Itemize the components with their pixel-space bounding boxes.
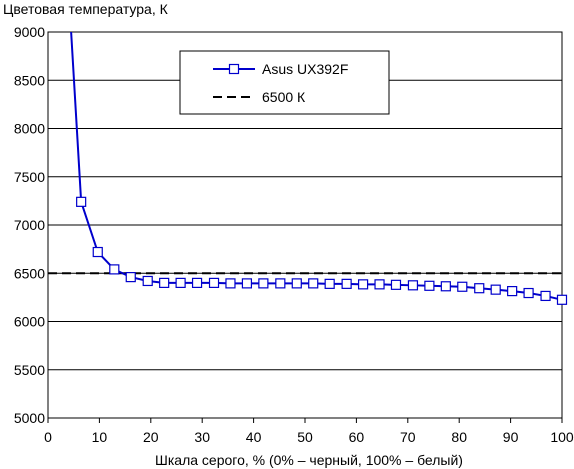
- data-point: [76, 196, 87, 207]
- data-point: [490, 284, 501, 295]
- data-point: [407, 280, 419, 291]
- data-point: [175, 277, 186, 288]
- x-tick-label: 90: [503, 429, 519, 445]
- legend-label-asus: Asus UX392F: [262, 61, 348, 77]
- data-point: [275, 278, 286, 289]
- y-tick-label: 6500: [14, 265, 45, 281]
- x-tick-label: 70: [400, 429, 416, 445]
- data-point: [125, 272, 136, 283]
- data-point: [208, 277, 220, 288]
- data-point: [109, 264, 120, 275]
- legend-label-6500k: 6500 К: [262, 89, 306, 105]
- data-point: [159, 277, 170, 288]
- data-point: [191, 277, 203, 288]
- data-point: [357, 279, 369, 290]
- y-tick-label: 7000: [14, 217, 45, 233]
- legend-marker-asus: [228, 63, 240, 75]
- x-tick-label: 30: [194, 429, 210, 445]
- x-tick-label: 50: [297, 429, 313, 445]
- y-tick-label: 7500: [14, 169, 45, 185]
- x-tick-label: 40: [246, 429, 262, 445]
- x-axis-label: Шкала серого, % (0% – черный, 100% – бел…: [155, 452, 463, 468]
- data-point: [341, 278, 352, 289]
- data-point: [241, 278, 253, 289]
- data-point: [308, 278, 319, 289]
- chart-title: Цветовая температура, К: [3, 1, 169, 17]
- legend-box: [179, 50, 390, 115]
- data-point: [258, 278, 269, 289]
- data-point: [291, 278, 302, 289]
- data-point: [390, 279, 402, 290]
- x-tick-label: 10: [92, 429, 108, 445]
- y-tick-label: 5000: [14, 410, 45, 426]
- data-point: [374, 279, 385, 290]
- data-point: [556, 294, 568, 305]
- data-point: [523, 287, 534, 299]
- data-point: [507, 286, 518, 297]
- data-point: [440, 281, 451, 292]
- data-point: [474, 283, 485, 294]
- x-tick-label: 80: [451, 429, 467, 445]
- y-tick-label: 6000: [14, 314, 45, 330]
- x-tick-label: 0: [44, 429, 52, 445]
- data-point: [225, 278, 236, 289]
- series-layer: [48, 31, 568, 305]
- data-point: [457, 281, 468, 292]
- y-axis-ticks: 5000 5500 6000 6500 7000 7500 8000 8500 9000: [14, 24, 45, 426]
- data-point: [424, 280, 435, 291]
- x-tick-label: 60: [349, 429, 365, 445]
- data-point: [324, 278, 335, 289]
- data-point: [142, 275, 153, 287]
- x-tick-label: 100: [550, 429, 574, 445]
- y-tick-label: 8000: [14, 121, 45, 137]
- x-axis-ticks: 0 10 20 30 40 50 60 70 80 90 100: [44, 418, 574, 445]
- data-point: [540, 290, 551, 302]
- y-tick-label: 9000: [14, 24, 45, 40]
- y-tick-label: 5500: [14, 362, 45, 378]
- legend: Asus UX392F 6500 К: [179, 50, 390, 115]
- x-tick-label: 20: [143, 429, 159, 445]
- y-tick-label: 8500: [14, 72, 45, 88]
- data-point: [92, 246, 103, 258]
